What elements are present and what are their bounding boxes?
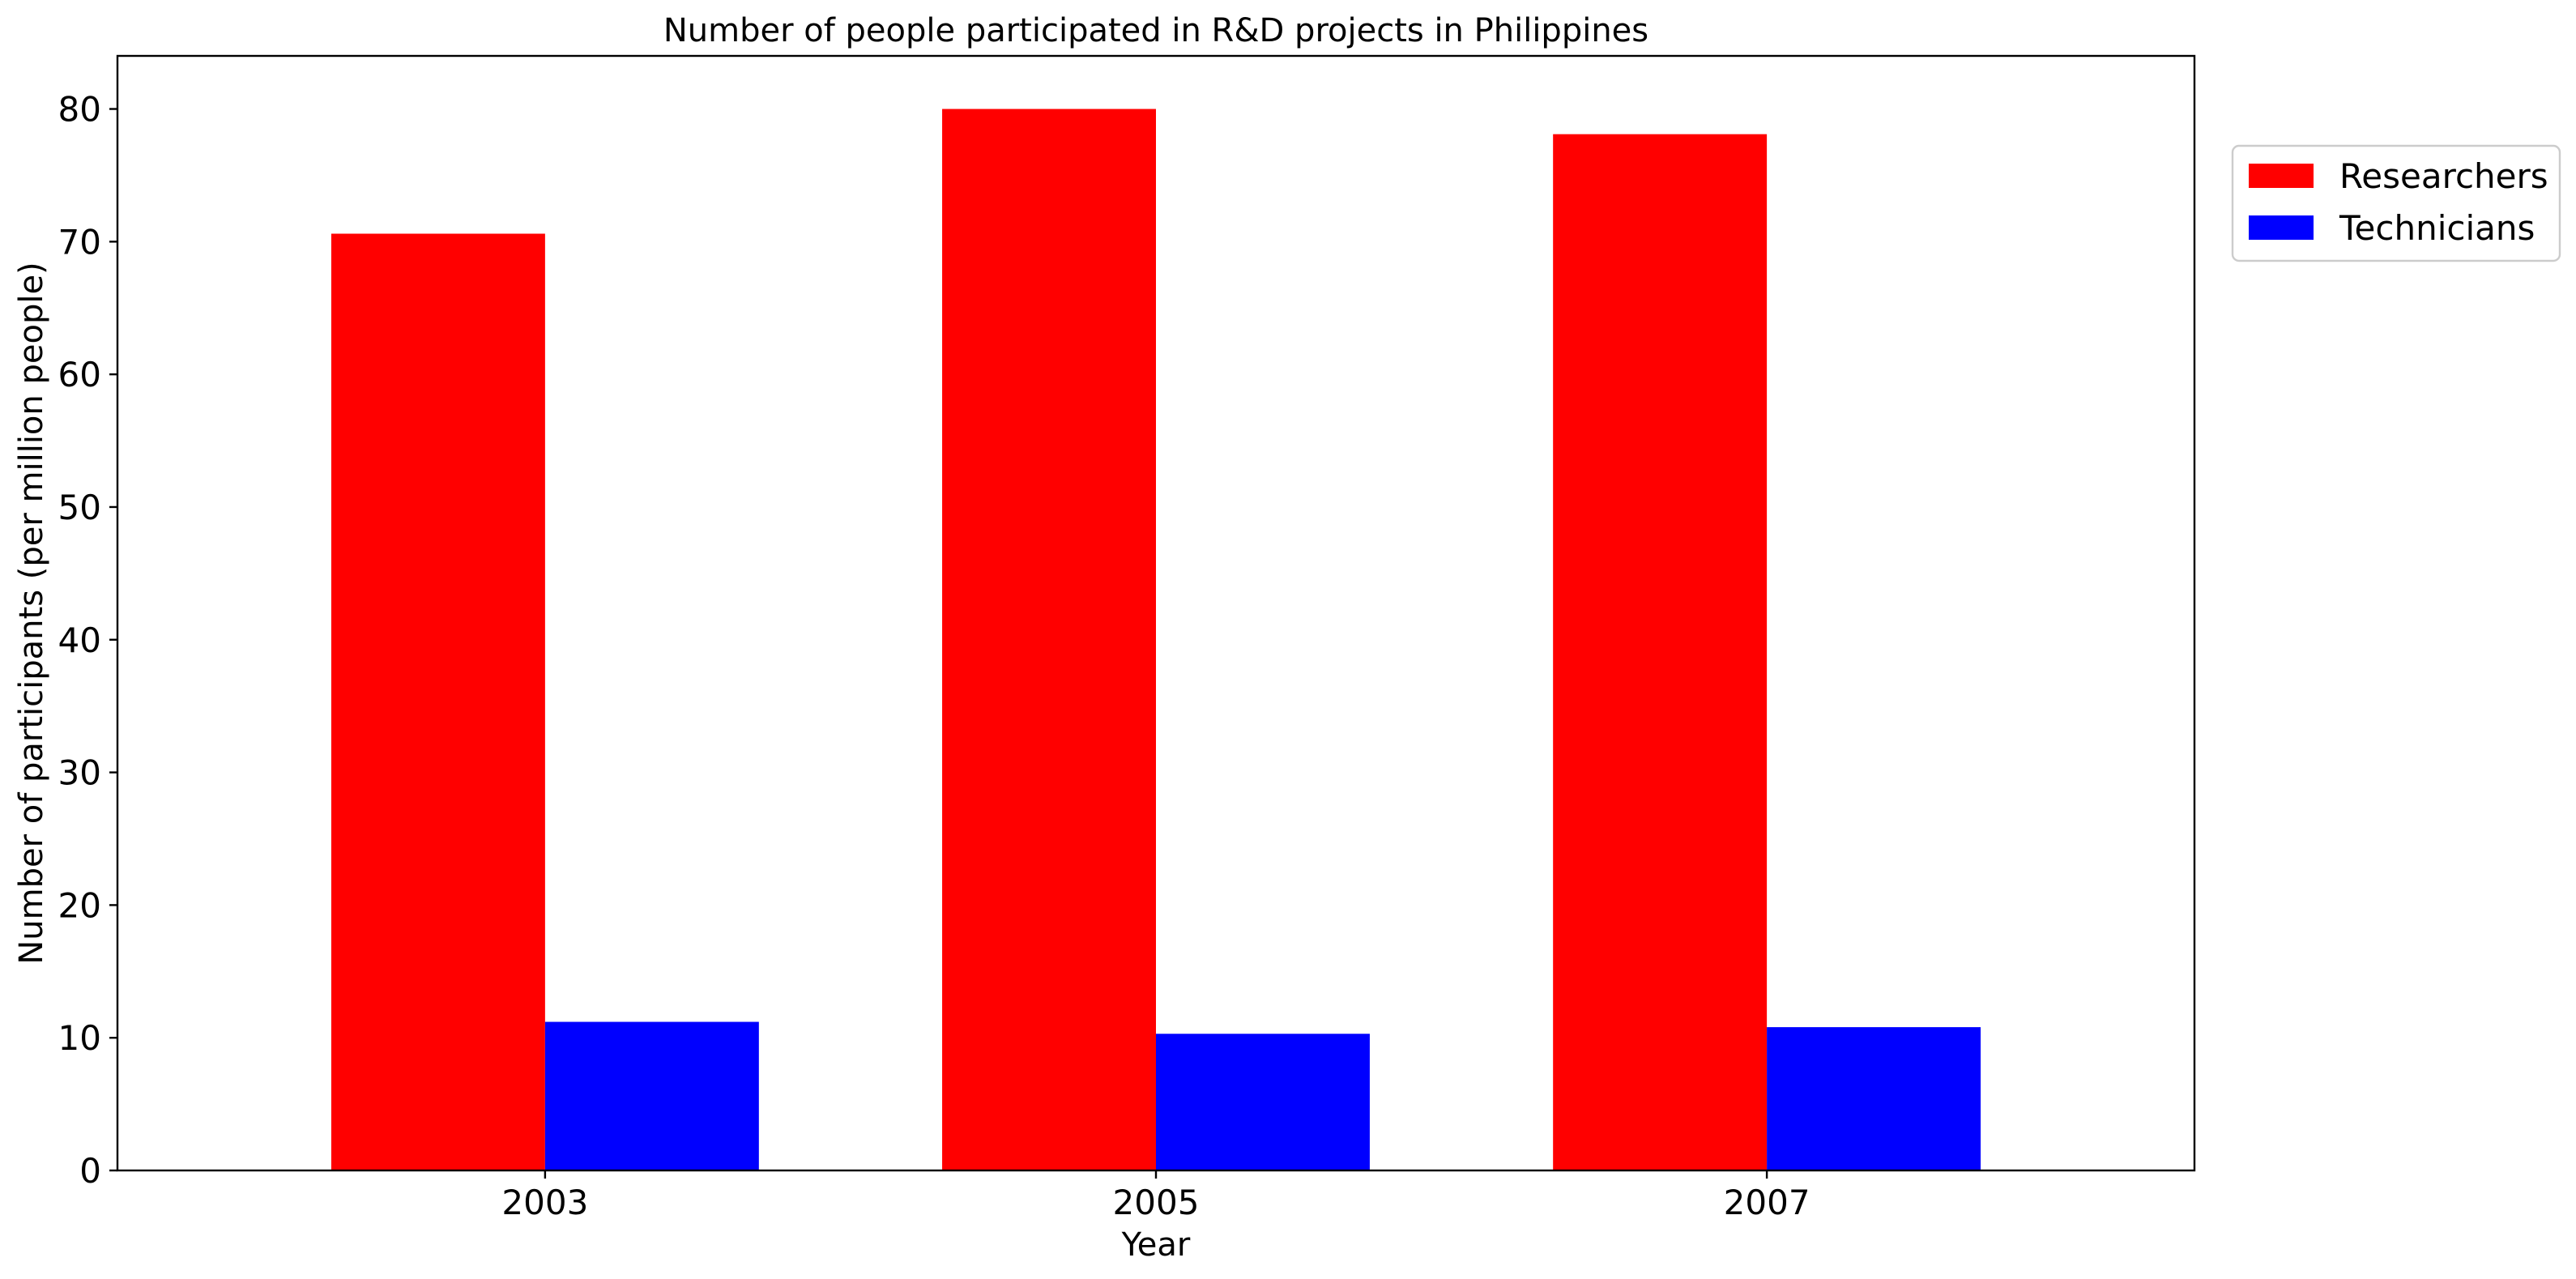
legend-swatch-researchers <box>2249 164 2314 188</box>
y-tick-label: 70 <box>58 222 101 262</box>
bar-technicians-2005 <box>1156 1034 1370 1170</box>
bar-technicians-2007 <box>1767 1027 1981 1170</box>
bar-technicians-2003 <box>544 1021 759 1170</box>
y-tick-label: 20 <box>58 885 101 925</box>
x-axis-label: Year <box>1121 1226 1191 1264</box>
y-tick-label: 30 <box>58 753 101 793</box>
y-tick-label: 10 <box>58 1018 101 1058</box>
chart-title: Number of people participated in R&D pro… <box>663 12 1648 49</box>
bar-researchers-2005 <box>942 109 1156 1170</box>
x-tick-label: 2007 <box>1724 1183 1810 1222</box>
legend-frame <box>2231 144 2561 262</box>
legend-swatch-technicians <box>2249 215 2314 240</box>
bars-layer <box>331 109 1981 1171</box>
bar-researchers-2003 <box>331 233 545 1170</box>
y-tick-label: 0 <box>79 1151 101 1191</box>
x-tick-label: 2005 <box>1113 1183 1200 1222</box>
legend: Researchers Technicians <box>2231 144 2561 262</box>
ticks-layer: 2003 2005 2007 0 10 20 30 40 50 60 70 80 <box>58 90 1810 1222</box>
y-tick-label: 50 <box>58 488 101 527</box>
bar-researchers-2007 <box>1553 134 1768 1171</box>
x-tick-label: 2003 <box>501 1183 588 1222</box>
y-tick-label: 80 <box>58 90 101 130</box>
plot-frame <box>116 54 2196 1172</box>
legend-label-researchers: Researchers <box>2339 156 2548 196</box>
y-tick-label: 40 <box>58 620 101 660</box>
legend-label-technicians: Technicians <box>2339 208 2535 248</box>
y-axis-label: Number of participants (per million peop… <box>13 262 50 964</box>
y-tick-label: 60 <box>58 355 101 394</box>
